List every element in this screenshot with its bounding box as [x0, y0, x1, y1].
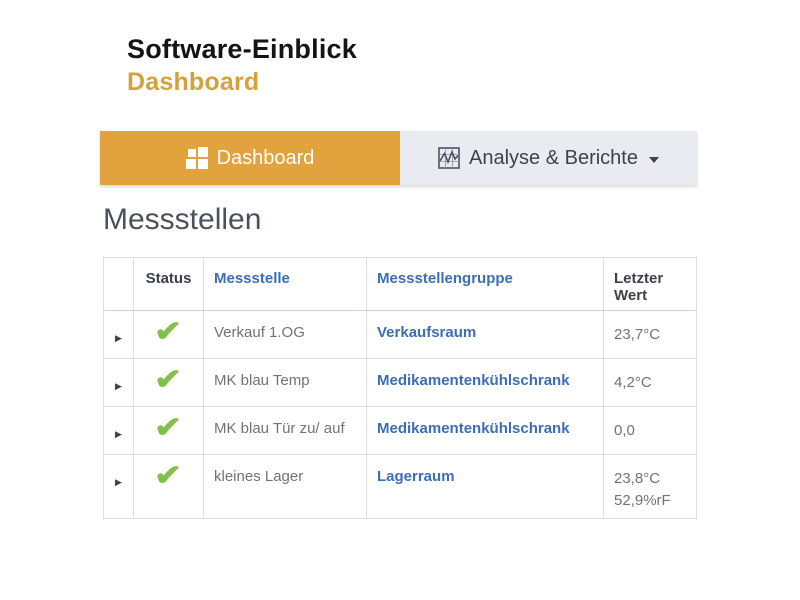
expand-row-button[interactable]: ▶ — [115, 429, 122, 439]
messstellen-table: Status Messstelle Messstellengruppe Letz… — [103, 257, 697, 519]
chevron-down-icon — [648, 156, 659, 163]
tab-analyse-berichte-label: Analyse & Berichte — [469, 146, 638, 169]
letzter-wert-cell: 23,8°C 52,9%rF — [603, 454, 697, 519]
section-title: Messstellen — [103, 203, 262, 236]
line-chart-icon — [438, 147, 460, 169]
expander-column-header — [103, 257, 134, 311]
tab-bar: Dashboard Analyse & Berichte — [100, 131, 697, 185]
dashboard-grid-icon — [185, 147, 208, 169]
letzter-wert-cell: 4,2°C — [603, 358, 697, 407]
table-row: ▶ ✔ MK blau Temp Medikamentenkühlschrank… — [103, 358, 697, 407]
expand-row-button[interactable]: ▶ — [115, 381, 122, 391]
status-ok-icon: ✔ — [154, 412, 183, 444]
expand-row-button[interactable]: ▶ — [115, 477, 122, 487]
status-ok-icon: ✔ — [154, 364, 183, 396]
table-body: ▶ ✔ Verkauf 1.OG Verkaufsraum 23,7°C ▶ ✔… — [103, 310, 697, 519]
table-row: ▶ ✔ kleines Lager Lagerraum 23,8°C 52,9%… — [103, 454, 697, 519]
table-row: ▶ ✔ MK blau Tür zu/ auf Medikamentenkühl… — [103, 406, 697, 455]
letzter-wert-column-header: Letzter Wert — [603, 257, 697, 311]
messstelle-column-header[interactable]: Messstelle — [203, 257, 367, 311]
messstelle-cell: Verkauf 1.OG — [203, 310, 367, 359]
messstelle-cell: kleines Lager — [203, 454, 367, 519]
letzter-wert-cell: 0,0 — [603, 406, 697, 455]
messstellengruppe-link[interactable]: Lagerraum — [377, 468, 455, 485]
status-ok-icon: ✔ — [154, 460, 183, 492]
expand-row-button[interactable]: ▶ — [115, 333, 122, 343]
table-header-row: Status Messstelle Messstellengruppe Letz… — [103, 257, 697, 311]
app-title: Software-Einblick — [127, 34, 357, 64]
status-ok-icon: ✔ — [154, 316, 183, 348]
tab-analyse-berichte[interactable]: Analyse & Berichte — [400, 131, 697, 185]
messstelle-cell: MK blau Tür zu/ auf — [203, 406, 367, 455]
tab-dashboard-label: Dashboard — [216, 146, 315, 169]
messstellengruppe-link[interactable]: Verkaufsraum — [377, 324, 477, 341]
table-row: ▶ ✔ Verkauf 1.OG Verkaufsraum 23,7°C — [103, 310, 697, 359]
status-column-header: Status — [133, 257, 204, 311]
tab-dashboard[interactable]: Dashboard — [100, 131, 400, 185]
messstellengruppe-link[interactable]: Medikamentenkühlschrank — [377, 372, 570, 389]
app-subtitle: Dashboard — [127, 68, 260, 96]
messstellengruppe-link[interactable]: Medikamentenkühlschrank — [377, 420, 570, 437]
letzter-wert-cell: 23,7°C — [603, 310, 697, 359]
messstelle-cell: MK blau Temp — [203, 358, 367, 407]
messstellengruppe-column-header[interactable]: Messstellengruppe — [366, 257, 604, 311]
